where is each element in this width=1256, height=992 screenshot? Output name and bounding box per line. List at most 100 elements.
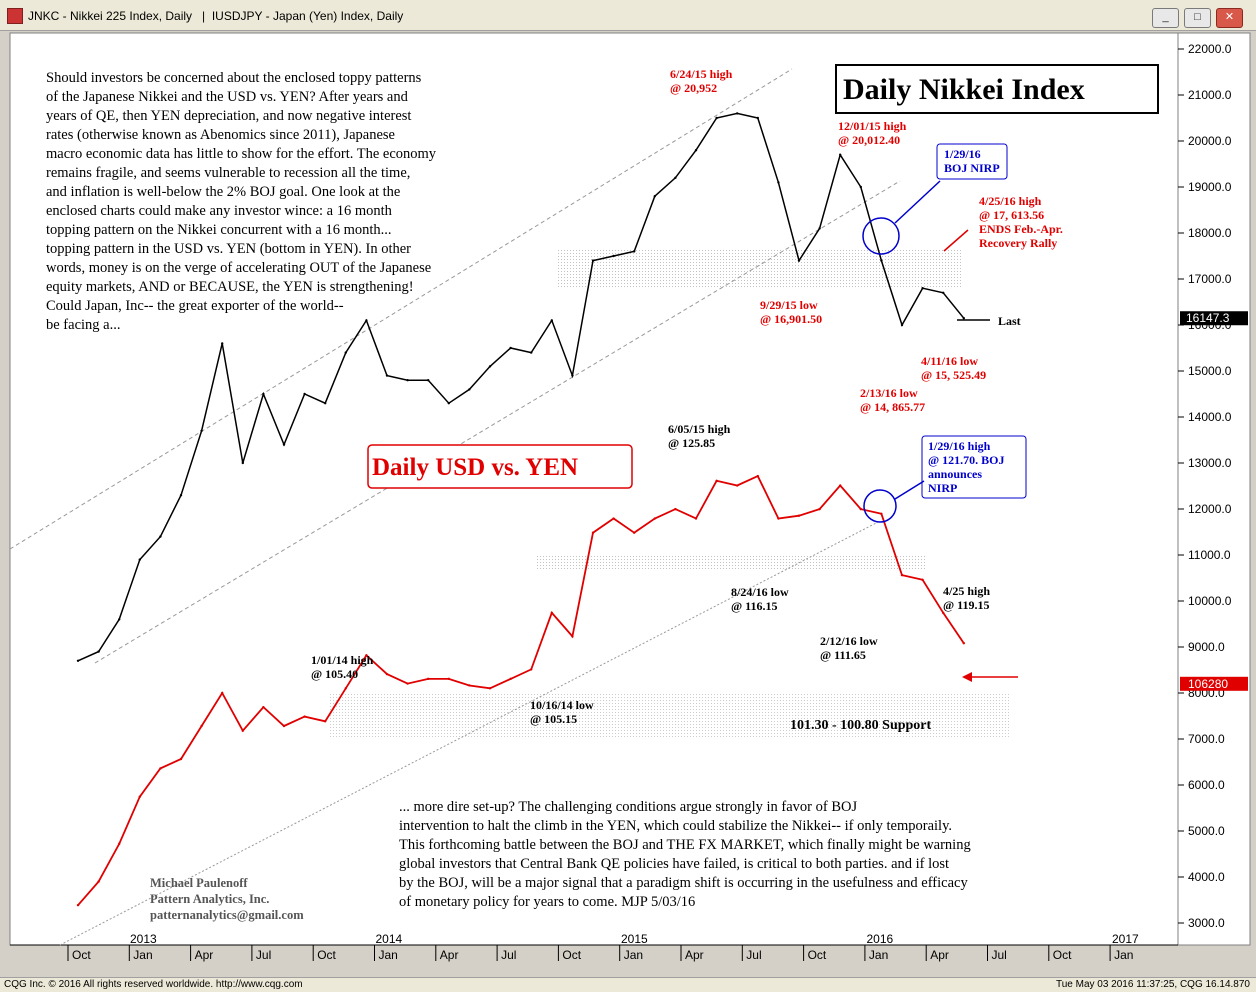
y-tick-label: 9000.0 — [1188, 640, 1225, 654]
y-tick-label: 6000.0 — [1188, 778, 1225, 792]
chart-series: 16147.3 106280 — [76, 112, 1248, 907]
yen-point — [427, 677, 430, 681]
nikkei-point — [159, 535, 162, 538]
yen-low-1014-label: 10/16/14 low @ 105.15 — [530, 698, 594, 726]
commentary-top: Should investors be concerned about the … — [46, 70, 437, 333]
yen-point — [942, 611, 945, 615]
nikkei-point — [447, 402, 450, 405]
yen-point — [736, 484, 739, 487]
rally-arrow — [943, 229, 969, 252]
yen-point — [571, 635, 574, 638]
y-tick-label: 11000.0 — [1188, 548, 1231, 562]
yen-point — [159, 767, 162, 770]
x-tick-label: Oct — [562, 948, 581, 962]
yen-top-zone — [537, 555, 926, 569]
nikkei-point — [797, 259, 801, 262]
upper-channel-line — [9, 68, 793, 550]
x-year-label: 2014 — [376, 932, 403, 946]
nikkei-high-1215-label: 12/01/15 high @ 20,012.40 — [838, 119, 907, 147]
nikkei-point — [550, 319, 553, 322]
nirp-arrow — [894, 180, 941, 224]
chart-subtitle: Daily USD vs. YEN — [372, 454, 578, 481]
nikkei-low-0416-label: 4/11/16 low @ 15, 525.49 — [921, 354, 986, 382]
yen-point — [365, 654, 368, 657]
yen-point — [612, 517, 615, 520]
nikkei-point — [179, 494, 183, 497]
x-tick-label: Jul — [746, 948, 761, 962]
yen-series-line — [77, 474, 965, 906]
yen-point — [200, 724, 203, 728]
x-tick-label: Jul — [256, 948, 271, 962]
nikkei-point — [736, 112, 739, 115]
yen-point — [138, 795, 141, 798]
yen-point — [324, 720, 327, 723]
yen-point — [530, 668, 533, 671]
x-tick-label: Jan — [1114, 948, 1133, 962]
maximize-button[interactable]: □ — [1184, 8, 1211, 28]
nikkei-series-line — [77, 112, 965, 662]
yen-point — [839, 484, 842, 487]
yen-point — [550, 611, 553, 615]
nikkei-point — [468, 388, 471, 391]
yen-point — [282, 724, 286, 728]
yen-point — [818, 507, 821, 511]
nikkei-point — [97, 650, 100, 653]
nikkei-point — [653, 195, 656, 198]
yen-point — [447, 677, 450, 681]
close-button[interactable]: ✕ — [1216, 8, 1243, 28]
nikkei-low-0216-label: 2/13/16 low @ 14, 865.77 — [860, 386, 925, 414]
nikkei-point — [406, 379, 409, 382]
footer-timestamp: Tue May 03 2016 11:37:25, CQG 16.14.870 — [1055, 979, 1250, 990]
yen-nirp-label: 1/29/16 high @ 121.70. BOJ announces NIRP — [928, 439, 1005, 495]
nikkei-point — [612, 254, 615, 258]
yen-point — [118, 842, 121, 846]
y-tick-label: 3000.0 — [1188, 916, 1225, 930]
minimize-button[interactable]: _ — [1152, 8, 1179, 28]
x-tick-label: Oct — [808, 948, 827, 962]
nikkei-point — [138, 558, 141, 561]
nikkei-point — [509, 346, 512, 350]
nikkei-point — [324, 402, 327, 405]
chart-overlays — [9, 68, 1010, 946]
boj-nirp-box — [936, 143, 1008, 180]
y-tick-label: 13000.0 — [1188, 456, 1232, 470]
window-titlebar: JNKC - Nikkei 225 Index, Daily | IUSDJPY… — [0, 0, 1256, 31]
yen-point — [76, 903, 80, 907]
y-tick-label: 22000.0 — [1188, 42, 1232, 56]
nikkei-point — [777, 181, 780, 184]
y-tick-label: 19000.0 — [1188, 180, 1232, 194]
yen-last-tag — [1180, 676, 1248, 691]
yen-high-0114-label: 1/01/14 high @ 105.40 — [311, 653, 374, 681]
yen-point — [591, 531, 595, 534]
author-label: Michael Paulenoff Pattern Analytics, Inc.… — [150, 876, 304, 922]
yen-low-0216-label: 2/12/16 low @ 111.65 — [820, 634, 878, 662]
subtitle-box — [367, 444, 633, 489]
nikkei-point — [880, 259, 883, 262]
nikkei-point — [756, 116, 759, 120]
yen-last-arrowhead — [962, 672, 972, 682]
nikkei-top-zone — [557, 249, 963, 289]
yen-nirp-circle — [863, 489, 897, 523]
yen-point — [385, 672, 389, 676]
nikkei-point — [962, 317, 965, 320]
yen-low-0816-label: 8/24/16 low @ 116.15 — [731, 585, 789, 613]
x-year-label: 2013 — [130, 932, 157, 946]
nikkei-point — [365, 319, 368, 322]
nikkei-high-0615-label: 6/24/15 high @ 20,952 — [670, 67, 733, 95]
x-tick-label: Jul — [501, 948, 516, 962]
y-tick-label: 12000.0 — [1188, 502, 1232, 516]
yen-point — [262, 705, 265, 709]
yen-point — [633, 531, 636, 534]
nikkei-point — [859, 185, 862, 189]
yen-point — [241, 729, 244, 732]
y-tick-label: 18000.0 — [1188, 226, 1232, 240]
y-tick-label: 17000.0 — [1188, 272, 1232, 286]
yen-point — [221, 691, 224, 695]
nikkei-point — [385, 374, 389, 377]
y-tick-label: 14000.0 — [1188, 410, 1232, 424]
yen-point — [694, 517, 698, 520]
lower-channel-line — [94, 180, 901, 664]
nikkei-point — [694, 149, 698, 152]
x-tick-label: Jan — [624, 948, 643, 962]
yen-point — [674, 507, 677, 511]
